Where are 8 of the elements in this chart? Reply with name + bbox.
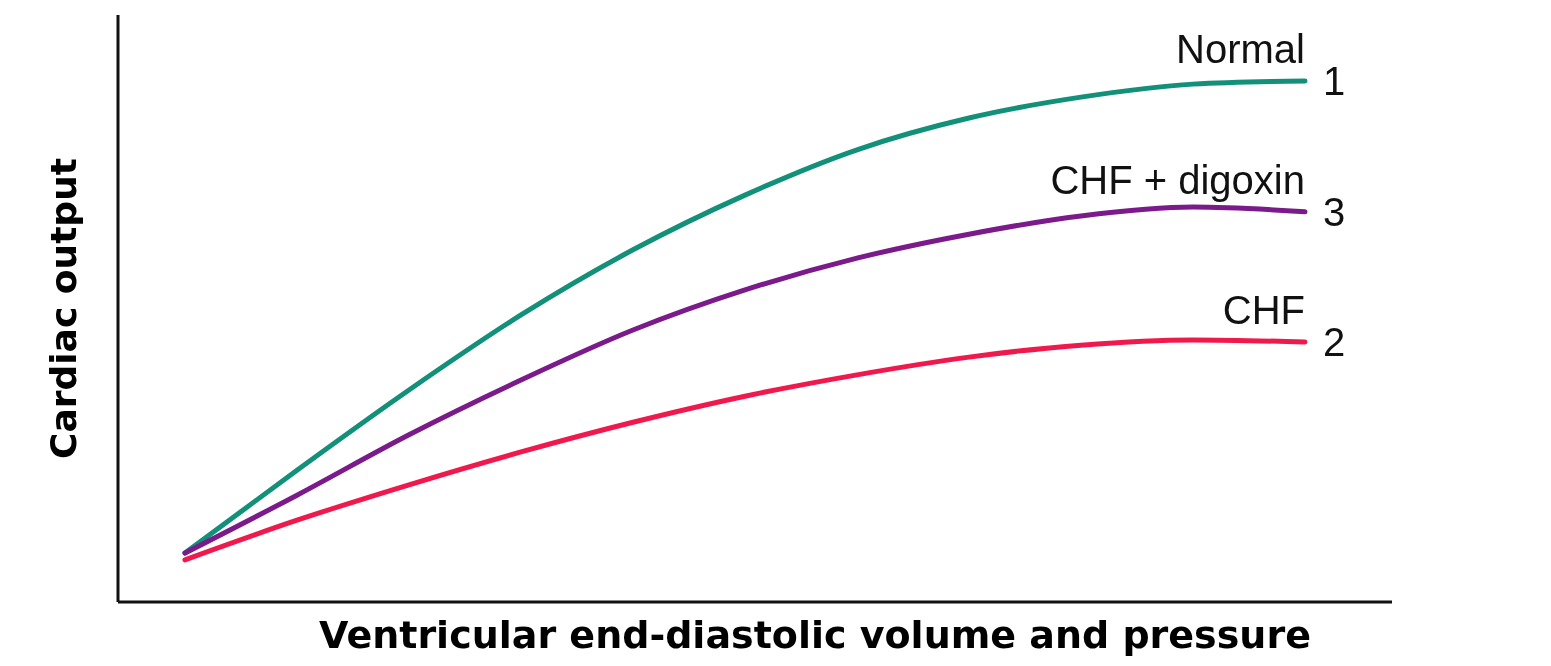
series-label: Normal [1176,27,1305,71]
annotation: 1 [1323,59,1346,103]
x-axis-title: Ventricular end-diastolic volume and pressure [319,613,1311,657]
series-label: CHF + digoxin [1050,157,1305,202]
annotation: 3 [1323,189,1346,234]
y-axis-title: Cardiac output [43,158,84,459]
annotation: 2 [1323,320,1346,365]
series-label: CHF [1222,288,1305,333]
